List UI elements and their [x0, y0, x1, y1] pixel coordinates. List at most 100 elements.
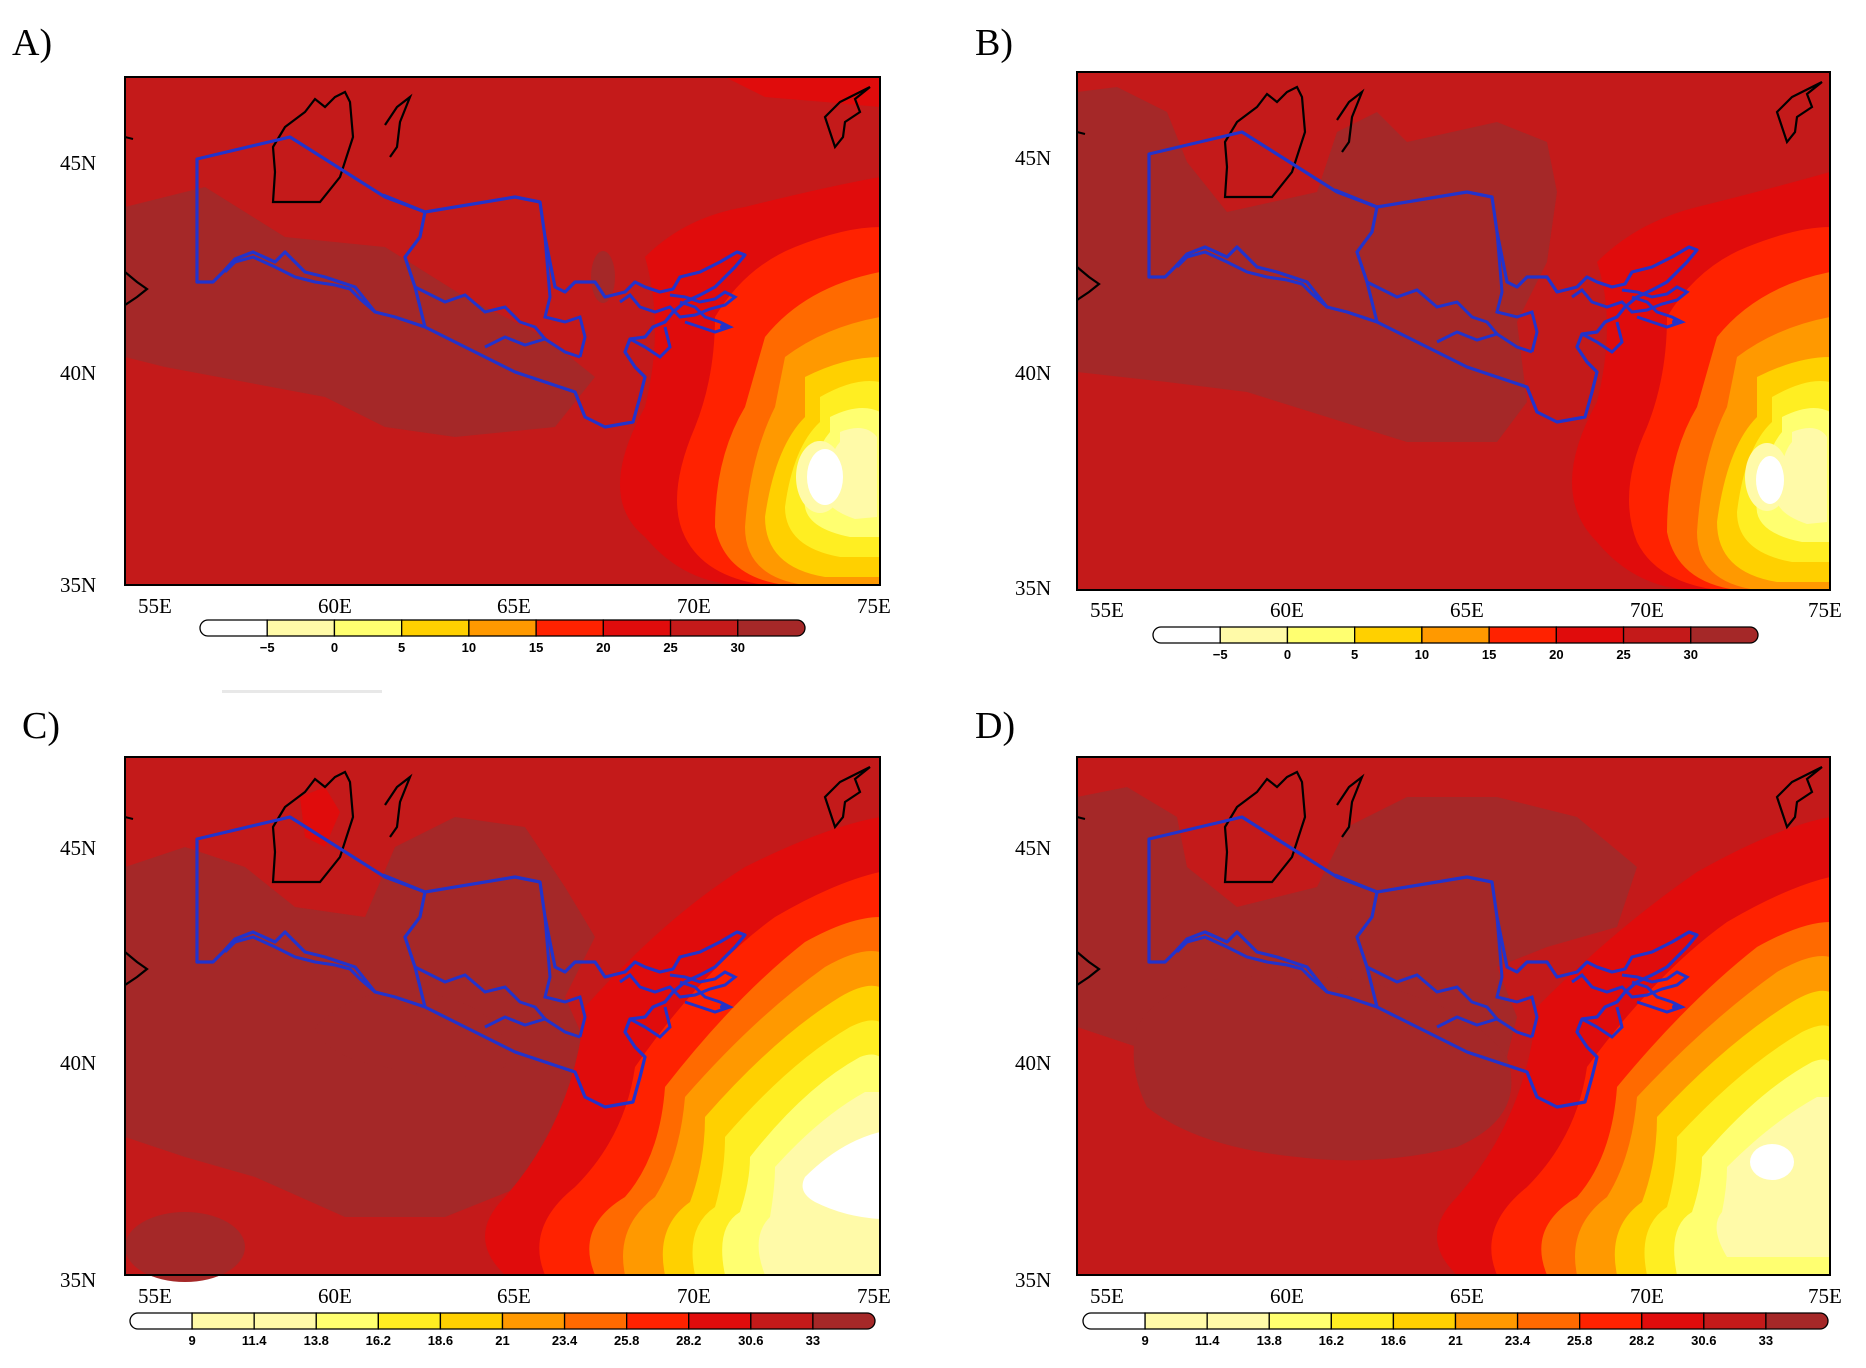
max-temp-region — [591, 251, 615, 303]
colorbar-segment — [253, 1312, 317, 1330]
panel-d-colorbar: 9 11.4 13.8 16.2 18.6 21 23.4 25.8 28.2 30.6 33 — [1082, 1312, 1829, 1348]
ytick-label: 40N — [1015, 361, 1051, 385]
max-temp-region — [125, 187, 595, 437]
panel-a-yaxis: 45N 40N 35N — [60, 151, 96, 597]
colorbar-tick-label: 11.4 — [1195, 1333, 1220, 1348]
colorbar-segment — [812, 1312, 876, 1330]
panel-a-colorbar: −5 0 5 10 15 20 25 30 — [199, 619, 806, 655]
xtick-label: 70E — [677, 1284, 711, 1308]
ytick-label: 45N — [1015, 146, 1051, 170]
ytick-label: 35N — [60, 1268, 96, 1292]
colorbar-segment — [439, 1312, 504, 1330]
colorbar-segment — [750, 1312, 814, 1330]
colorbar-segment — [377, 1312, 442, 1330]
xtick-label: 60E — [1270, 598, 1304, 622]
colorbar-tick-label: 18.6 — [428, 1333, 453, 1348]
colorbar-tick-label: 23.4 — [552, 1333, 578, 1348]
colorbar-tick-label: 11.4 — [242, 1333, 267, 1348]
panel-b-map — [1075, 71, 1831, 591]
panel-c-xaxis: 55E 60E 65E 70E 75E — [138, 1284, 891, 1308]
colorbar-segment — [468, 619, 537, 637]
panel-c: C) 45N 40N 35N 55E 60E — [22, 705, 891, 1348]
ytick-label: 45N — [60, 836, 96, 860]
colorbar-tick-label: 33 — [1759, 1333, 1773, 1348]
colorbar-tick-label: 5 — [398, 640, 405, 655]
colorbar-segment — [1082, 1312, 1146, 1330]
colorbar-tick-label: −5 — [1213, 647, 1228, 662]
panel-b-xaxis: 55E 60E 65E 70E 75E — [1090, 598, 1842, 622]
colorbar-segment — [129, 1312, 193, 1330]
colorbar-segment — [1579, 1312, 1643, 1330]
colorbar-segment — [737, 619, 806, 637]
colorbar-tick-label: 20 — [1549, 647, 1563, 662]
colorbar-segment — [401, 619, 470, 637]
ytick-label: 40N — [60, 361, 96, 385]
map-frame — [1076, 71, 1831, 591]
xtick-label: 60E — [318, 594, 352, 618]
xtick-label: 55E — [1090, 1284, 1124, 1308]
colorbar-segment — [1641, 1312, 1705, 1330]
colorbar-segment — [1488, 626, 1557, 644]
colorbar-tick-label: 25.8 — [1567, 1333, 1592, 1348]
colorbar-segment — [1206, 1312, 1270, 1330]
ytick-label: 40N — [1015, 1051, 1051, 1075]
colorbar-segment — [1555, 626, 1625, 644]
colorbar-tick-label: 30 — [731, 640, 745, 655]
colorbar-tick-label: 10 — [1415, 647, 1429, 662]
xtick-label: 70E — [1630, 1284, 1664, 1308]
colorbar-tick-label: 30.6 — [738, 1333, 763, 1348]
xtick-label: 55E — [1090, 598, 1124, 622]
panel-d-yaxis: 45N 40N 35N — [1015, 836, 1051, 1292]
ytick-label: 45N — [1015, 836, 1051, 860]
panel-b-yaxis: 45N 40N 35N — [1015, 146, 1051, 600]
panel-b: B) 45N 40N 35N 55E 60E 65E 7 — [975, 22, 1842, 662]
colorbar-tick-label: 25 — [1616, 647, 1630, 662]
colorbar-tick-label: 30.6 — [1691, 1333, 1716, 1348]
colorbar-segment — [563, 1312, 628, 1330]
colorbar-tick-label: 13.8 — [304, 1333, 329, 1348]
colorbar-tick-label: 28.2 — [1629, 1333, 1654, 1348]
colorbar-tick-label: 16.2 — [366, 1333, 391, 1348]
panel-a-map — [123, 76, 881, 586]
ytick-label: 40N — [60, 1051, 96, 1075]
xtick-label: 55E — [138, 594, 172, 618]
colorbar-segment — [1703, 1312, 1767, 1330]
colorbar-segment — [1354, 626, 1423, 644]
panel-c-label: C) — [22, 705, 60, 747]
colorbar-tick-label: 30 — [1684, 647, 1698, 662]
colorbar-segment — [1219, 626, 1289, 644]
ytick-label: 35N — [60, 573, 96, 597]
colorbar-tick-label: 9 — [1141, 1333, 1148, 1348]
colorbar-segment — [199, 619, 268, 637]
xtick-label: 65E — [1450, 1284, 1484, 1308]
colorbar-tick-label: 0 — [331, 640, 338, 655]
xtick-label: 60E — [318, 1284, 352, 1308]
colorbar-segment — [1765, 1312, 1829, 1330]
panel-d-map — [1075, 756, 1831, 1276]
colorbar-segment — [1516, 1312, 1581, 1330]
colorbar-tick-label: 33 — [806, 1333, 820, 1348]
colorbar-segment — [191, 1312, 255, 1330]
colorbar-tick-label: 10 — [462, 640, 476, 655]
colorbar-segment — [688, 1312, 752, 1330]
panel-b-colorbar: −5 0 5 10 15 20 25 30 — [1152, 626, 1759, 662]
colorbar-tick-label: 15 — [529, 640, 543, 655]
colorbar-segment — [501, 1312, 566, 1330]
xtick-label: 70E — [677, 594, 711, 618]
map-frame — [124, 76, 881, 586]
ytick-label: 45N — [60, 151, 96, 175]
panel-c-yaxis: 45N 40N 35N — [60, 836, 96, 1292]
panel-a-label: A) — [12, 22, 52, 64]
ytick-label: 35N — [1015, 576, 1051, 600]
colorbar-segment — [602, 619, 672, 637]
xtick-label: 55E — [138, 1284, 172, 1308]
colorbar-tick-label: 9 — [188, 1333, 195, 1348]
colorbar-segment — [1330, 1312, 1395, 1330]
colorbar-segment — [626, 1312, 690, 1330]
colorbar-segment — [669, 619, 739, 637]
colorbar-segment — [1622, 626, 1692, 644]
panel-a: A) 45N 40N 35N 55E 60 — [12, 22, 891, 693]
xtick-label: 75E — [1808, 598, 1842, 622]
panel-c-map — [123, 756, 881, 1282]
